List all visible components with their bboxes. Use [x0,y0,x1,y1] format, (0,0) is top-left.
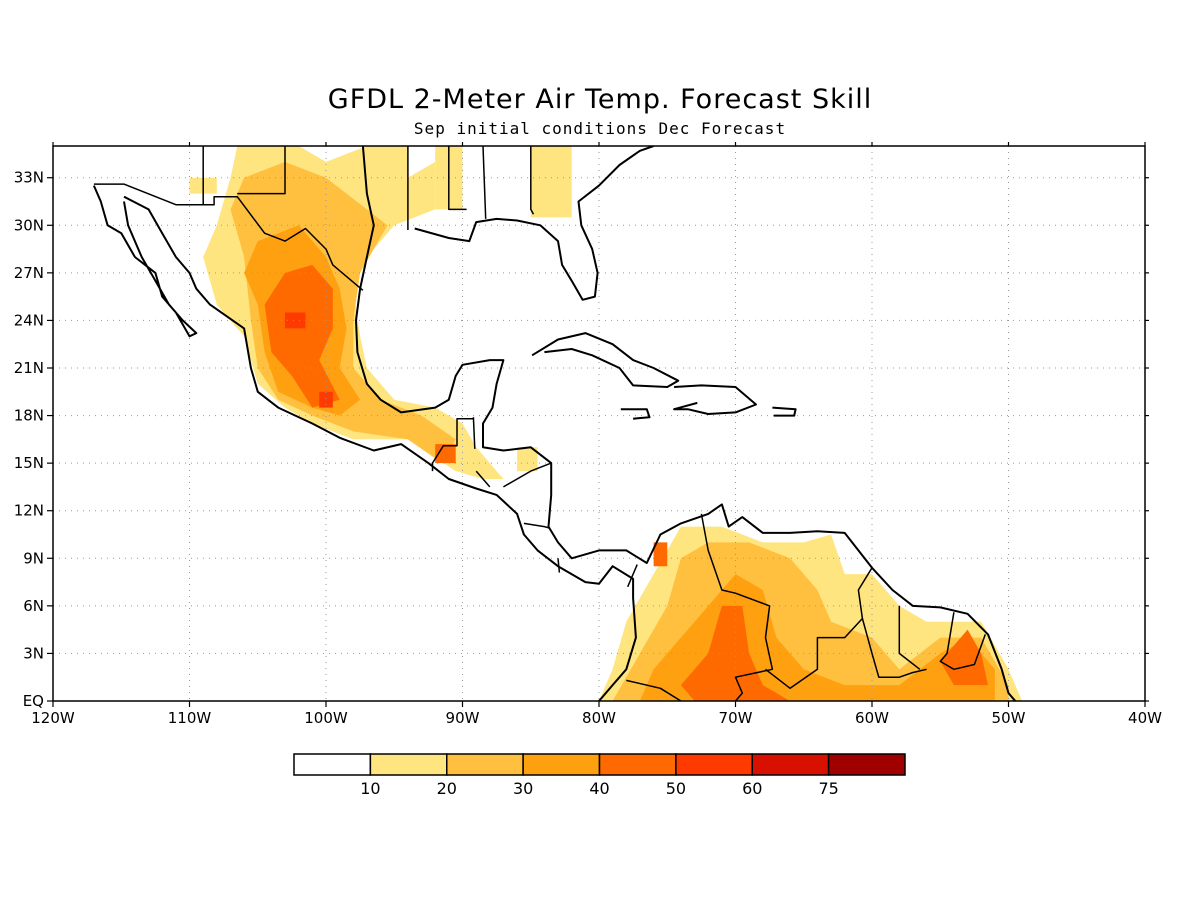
coastline [414,146,654,301]
political-border [475,470,491,488]
political-borders [93,146,987,701]
political-border [448,146,467,211]
political-border [953,634,987,671]
legend-label: 50 [666,779,686,798]
political-border [237,146,286,195]
lat-tick-label: 27N [14,264,44,282]
legend-swatch [751,753,830,776]
skill-region [319,391,333,408]
lon-tick-label: 60W [855,709,889,727]
legend-swatch [293,753,372,776]
political-border [431,417,474,472]
coastline [620,408,651,420]
political-border [482,146,487,219]
political-border [700,513,774,701]
skill-shading [189,146,1023,701]
lon-tick-label: 50W [992,709,1026,727]
coastlines [92,146,1017,701]
lat-tick-label: 21N [14,359,44,377]
lat-tick-label: 9N [23,549,44,567]
lon-tick-label: 100W [304,709,348,727]
coastline [531,332,680,388]
color-legend: 10 20 30 40 50 60 75 [293,753,906,798]
skill-region [653,542,668,567]
lat-tick-label: 12N [14,502,44,520]
lat-tick-label: 6N [23,597,44,615]
legend-label: 20 [437,779,457,798]
legend-label: 40 [589,779,609,798]
legend-label: 75 [818,779,838,798]
lon-tick-label: 120W [31,709,75,727]
political-border [523,522,551,529]
political-border [472,417,476,449]
political-border [861,618,927,678]
political-border [557,558,561,573]
lon-tick-label: 70W [719,709,753,727]
legend-swatch [675,753,753,776]
axis-ticks: 120W 110W 100W 90W 80W 70W 60W 50W 40W EQ 3N 6N 9N 12… [14,142,1162,727]
legend-label: 60 [742,779,762,798]
lon-tick-label: 40W [1128,709,1162,727]
skill-region [680,605,791,701]
skill-region [530,146,572,218]
coastline [123,195,637,701]
lat-tick-label: 33N [14,169,44,187]
coastline [355,146,1017,701]
legend-label: 10 [360,779,380,798]
lat-tick-label: EQ [23,692,44,710]
political-border [530,146,535,215]
skill-region [264,264,340,408]
lon-tick-label: 90W [446,709,480,727]
legend-swatch [598,753,677,776]
map-title: GFDL 2-Meter Air Temp. Forecast Skill [327,84,873,115]
skill-region [940,629,988,686]
lon-tick-label: 110W [168,709,212,727]
coastline [673,384,757,415]
lat-tick-label: 18N [14,407,44,425]
skill-region [285,312,306,329]
lat-tick-label: 30N [14,216,44,234]
political-border [626,679,682,701]
legend-label: 30 [513,779,533,798]
political-border [939,612,955,670]
map-subtitle: Sep initial conditions Dec Forecast [413,119,787,138]
skill-region [435,444,456,464]
lon-tick-label: 80W [582,709,616,727]
skill-region [517,447,538,472]
coastline [772,406,797,417]
political-border [503,462,552,488]
political-border [93,183,364,291]
political-border [765,567,873,690]
legend-swatch [522,753,601,776]
lat-tick-label: 3N [23,644,44,662]
lat-tick-label: 24N [14,311,44,329]
legend-swatch [827,753,906,776]
political-border [627,564,638,588]
legend-swatch [369,753,448,776]
graticule [53,146,1145,701]
lat-tick-label: 15N [14,454,44,472]
political-border [898,605,921,670]
coastline [92,185,198,338]
legend-swatch [446,753,524,776]
